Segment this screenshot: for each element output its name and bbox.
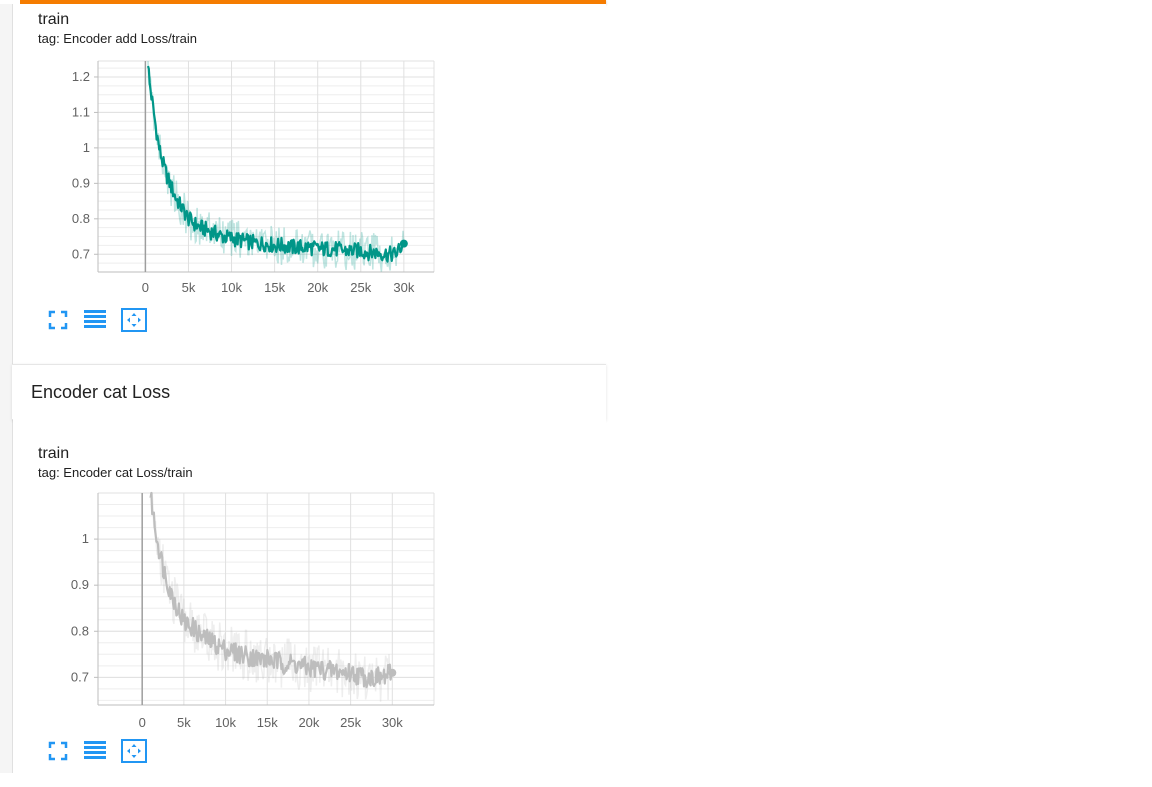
card-tag: tag: Encoder add Loss/train [38,31,197,46]
y-tick-label: 0.9 [72,175,90,190]
y-tick-label: 0.7 [72,246,90,261]
y-tick-label: 0.9 [71,577,89,592]
x-tick-label: 25k [350,280,371,295]
section-header[interactable]: Encoder cat Loss [12,364,606,420]
series-end-point [388,668,397,677]
line-chart[interactable]: 0.7 0.8 0.9 1 0 5k 10k 15k 20k 25k 30k [13,487,606,787]
y-tick-label: 1.2 [72,69,90,84]
data-table-icon [84,310,106,328]
section-title: Encoder cat Loss [31,382,171,402]
data-table-icon [84,741,106,759]
y-tick-label: 0.7 [71,669,89,684]
x-tick-label: 30k [393,280,414,295]
fullscreen-icon [48,310,68,330]
series-line [149,491,394,689]
y-tick-label: 0.8 [72,211,90,226]
fullscreen-icon [48,741,68,761]
x-tick-label: 5k [182,280,196,295]
data-table-icon[interactable] [81,306,109,334]
x-tick-label: 30k [382,715,403,730]
fit-domain-icon[interactable] [120,306,148,334]
chart-card: train tag: Encoder cat Loss/train 0.7 0.8… [13,419,606,773]
line-chart[interactable]: 0.7 0.8 0.9 1 1.1 1.2 0 5k 10k 15k 20k 25k 30k [13,54,606,350]
series-line [146,65,405,263]
fit-domain-icon [121,308,147,332]
page-frame: train tag: Encoder add Loss/train 0.7 0.8… [0,0,606,773]
data-table-icon[interactable] [81,737,109,765]
series-raw-line [147,60,405,272]
fullscreen-icon[interactable] [44,306,72,334]
x-tick-label: 15k [257,715,278,730]
x-tick-label: 25k [340,715,361,730]
x-tick-label: 20k [298,715,319,730]
x-tick-label: 0 [139,715,146,730]
card-tag: tag: Encoder cat Loss/train [38,465,193,480]
y-tick-label: 1 [82,531,89,546]
x-tick-label: 10k [215,715,236,730]
y-tick-label: 1.1 [72,104,90,119]
fit-domain-icon [121,739,147,763]
series-end-point [399,239,408,248]
y-tick-label: 1 [83,140,90,155]
x-tick-label: 0 [142,280,149,295]
y-tick-label: 0.8 [71,623,89,638]
x-tick-label: 20k [307,280,328,295]
card-title: train [38,445,70,462]
fullscreen-icon[interactable] [44,737,72,765]
card-title: train [38,11,70,28]
fit-domain-icon[interactable] [120,737,148,765]
x-tick-label: 10k [221,280,242,295]
x-tick-label: 5k [177,715,191,730]
chart-card: train tag: Encoder add Loss/train 0.7 0.8… [13,4,606,362]
x-tick-label: 15k [264,280,285,295]
series-raw-line [150,492,394,702]
